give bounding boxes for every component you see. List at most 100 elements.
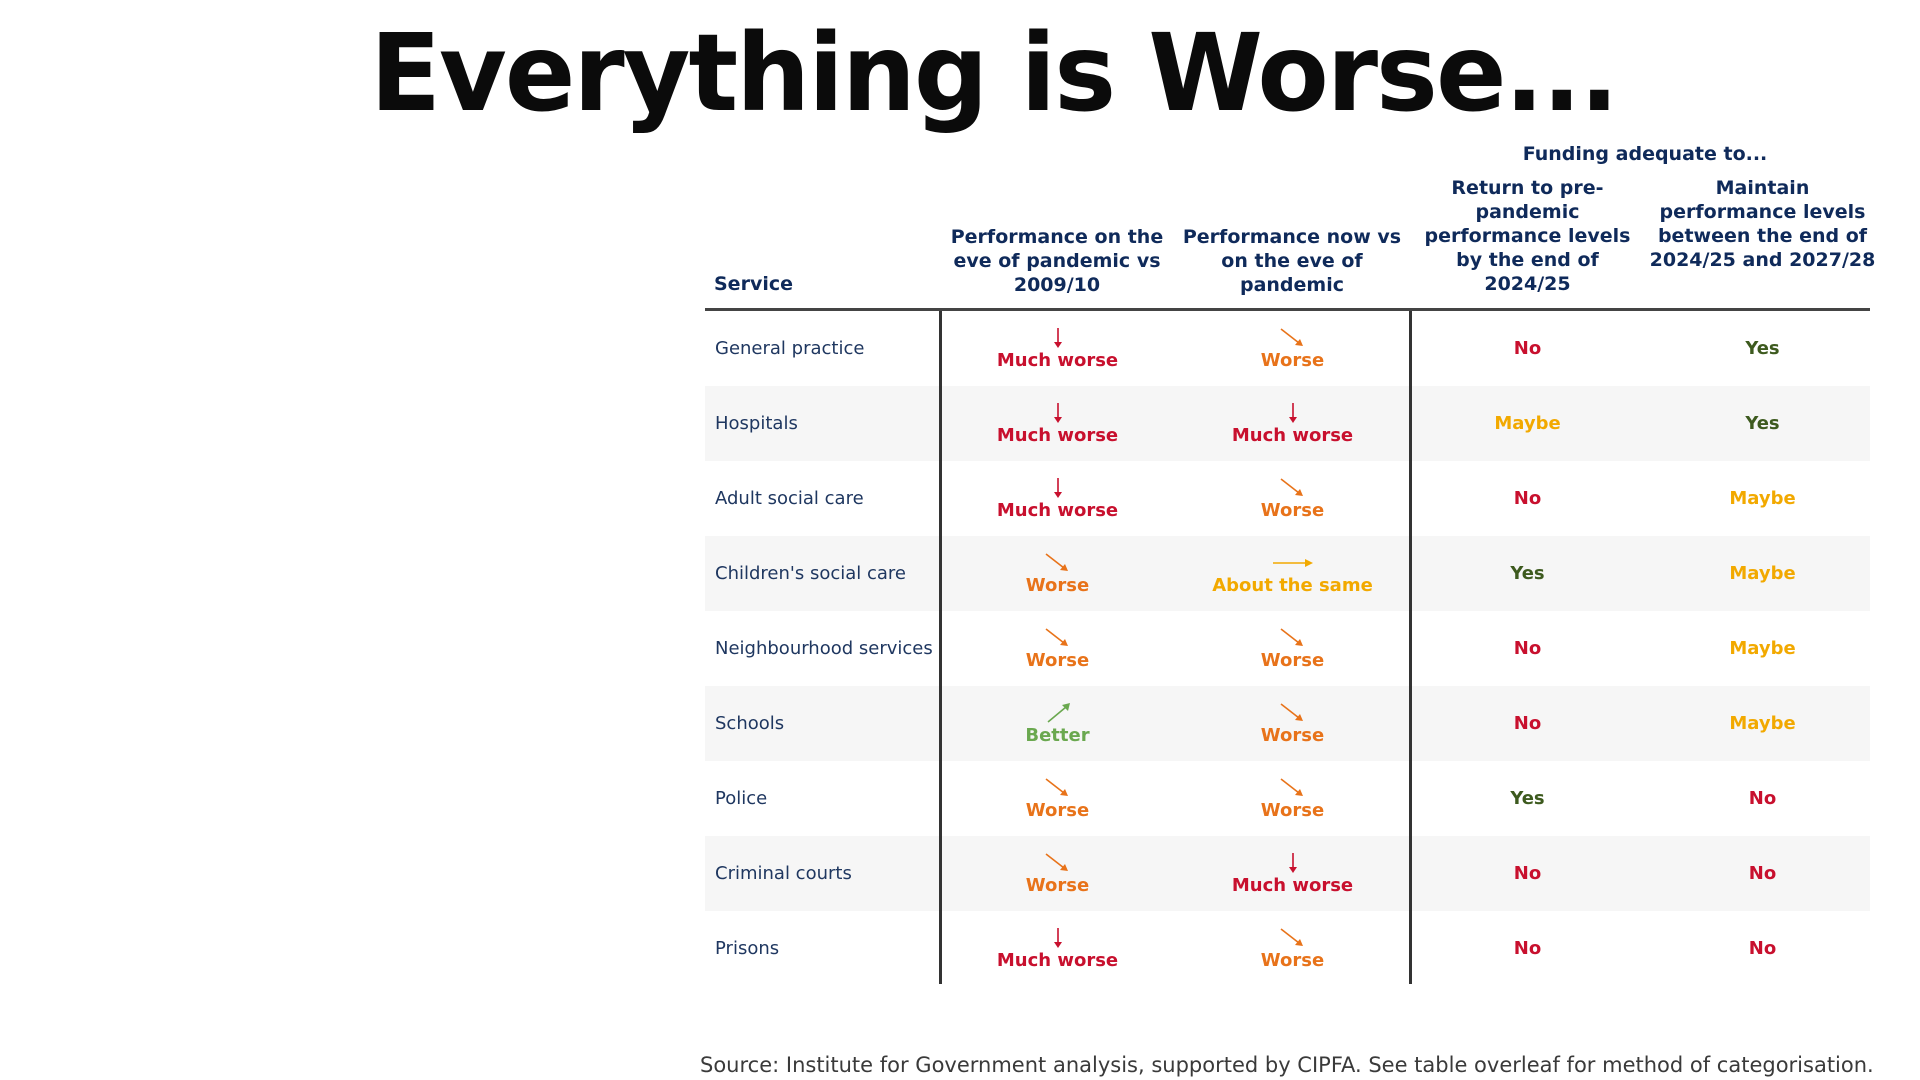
performance-label: Worse [1025, 574, 1090, 596]
performance-label: Worse [1260, 949, 1325, 971]
funding-verdict: Maybe [1729, 488, 1796, 509]
performance-now-cell: Worse [1175, 611, 1410, 686]
funding-verdict: No [1513, 488, 1542, 509]
arrow-down-right-icon [1273, 776, 1313, 800]
funding-verdict: No [1513, 863, 1542, 884]
performance-now-cell: Worse [1175, 311, 1410, 386]
arrow-up-right-icon [1038, 701, 1078, 725]
maintain-performance-cell: Yes [1645, 386, 1880, 461]
source-note: Source: Institute for Government analysi… [700, 1053, 1874, 1077]
arrow-down-right-icon [1038, 551, 1078, 575]
service-name: Police [715, 787, 768, 809]
performance-label: Better [1025, 724, 1090, 746]
performance-label: Much worse [1231, 874, 1354, 896]
performance-label: Much worse [996, 499, 1119, 521]
maintain-performance-cell: No [1645, 761, 1880, 836]
header-performance-pre-pandemic: Performance on the eve of pandemic vs 20… [950, 226, 1164, 296]
performance-label: Worse [1260, 349, 1325, 371]
performance-label: Much worse [1231, 424, 1354, 446]
performance-label: About the same [1212, 574, 1373, 596]
arrow-down-icon [1273, 401, 1313, 425]
arrow-down-icon [1038, 926, 1078, 950]
return-pre-pandemic-cell: No [1410, 911, 1645, 986]
funding-verdict: No [1513, 713, 1542, 734]
return-pre-pandemic-cell: No [1410, 311, 1645, 386]
header-service: Service [714, 273, 793, 295]
performance-label: Much worse [996, 349, 1119, 371]
funding-header: Funding adequate to... [1522, 143, 1768, 165]
maintain-performance-cell: Maybe [1645, 686, 1880, 761]
arrow-down-icon [1038, 401, 1078, 425]
performance-now-cell: Worse [1175, 461, 1410, 536]
funding-verdict: No [1513, 338, 1542, 359]
return-pre-pandemic-cell: Yes [1410, 536, 1645, 611]
arrow-down-right-icon [1038, 851, 1078, 875]
performance-now-cell: About the same [1175, 536, 1410, 611]
column-divider-right [1409, 311, 1412, 984]
maintain-performance-cell: No [1645, 836, 1880, 911]
column-divider-left [939, 311, 942, 984]
service-name: Criminal courts [715, 862, 852, 884]
performance-pre-pandemic-cell: Much worse [940, 386, 1175, 461]
performance-pre-pandemic-cell: Much worse [940, 311, 1175, 386]
arrow-down-right-icon [1273, 476, 1313, 500]
slide-title: Everything is Worse... [370, 10, 1619, 136]
performance-label: Much worse [996, 949, 1119, 971]
service-name: General practice [715, 337, 865, 359]
service-name: Neighbourhood services [715, 637, 933, 659]
funding-verdict: Maybe [1729, 713, 1796, 734]
table-row: Prisons Much worse Worse No No [705, 911, 1870, 986]
service-name: Schools [715, 712, 785, 734]
arrow-down-icon [1038, 476, 1078, 500]
return-pre-pandemic-cell: Maybe [1410, 386, 1645, 461]
table-row: General practice Much worse Worse No Yes [705, 311, 1870, 386]
table-row: Adult social care Much worse Worse No Maybe [705, 461, 1870, 536]
funding-verdict: No [1748, 863, 1777, 884]
funding-verdict: No [1748, 788, 1777, 809]
maintain-performance-cell: No [1645, 911, 1880, 986]
performance-pre-pandemic-cell: Worse [940, 611, 1175, 686]
service-name: Adult social care [715, 487, 864, 509]
performance-label: Worse [1025, 649, 1090, 671]
funding-verdict: No [1513, 638, 1542, 659]
arrow-down-right-icon [1273, 926, 1313, 950]
table-row: Children's social care Worse About the sam… [705, 536, 1870, 611]
service-name: Children's social care [715, 562, 906, 584]
funding-verdict: Yes [1745, 413, 1780, 434]
table-row: Schools Better Worse No Maybe [705, 686, 1870, 761]
header-return-pre-pandemic: Return to pre-pandemic performance level… [1424, 177, 1631, 295]
arrow-down-right-icon [1273, 626, 1313, 650]
return-pre-pandemic-cell: No [1410, 686, 1645, 761]
table-row: Criminal courts Worse Much worse No No [705, 836, 1870, 911]
arrow-down-right-icon [1038, 626, 1078, 650]
performance-now-cell: Much worse [1175, 386, 1410, 461]
funding-verdict: Yes [1745, 338, 1780, 359]
arrow-down-icon [1038, 326, 1078, 350]
maintain-performance-cell: Maybe [1645, 536, 1880, 611]
header-rule [705, 308, 1870, 311]
performance-label: Worse [1260, 649, 1325, 671]
performance-label: Much worse [996, 424, 1119, 446]
table-row: Hospitals Much worse Much worse Maybe Yes [705, 386, 1870, 461]
header-maintain-performance: Maintain performance levels between the … [1649, 177, 1876, 271]
performance-pre-pandemic-cell: Better [940, 686, 1175, 761]
table-row: Neighbourhood services Worse Worse No Maybe [705, 611, 1870, 686]
return-pre-pandemic-cell: No [1410, 461, 1645, 536]
funding-verdict: No [1513, 938, 1542, 959]
performance-pre-pandemic-cell: Much worse [940, 461, 1175, 536]
return-pre-pandemic-cell: No [1410, 836, 1645, 911]
performance-pre-pandemic-cell: Worse [940, 836, 1175, 911]
performance-now-cell: Much worse [1175, 836, 1410, 911]
maintain-performance-cell: Maybe [1645, 611, 1880, 686]
funding-verdict: Maybe [1729, 638, 1796, 659]
return-pre-pandemic-cell: Yes [1410, 761, 1645, 836]
maintain-performance-cell: Yes [1645, 311, 1880, 386]
service-name: Hospitals [715, 412, 798, 434]
performance-now-cell: Worse [1175, 686, 1410, 761]
performance-label: Worse [1260, 724, 1325, 746]
performance-label: Worse [1025, 799, 1090, 821]
performance-label: Worse [1025, 874, 1090, 896]
arrow-down-icon [1273, 851, 1313, 875]
header-performance-now: Performance now vs on the eve of pandemi… [1182, 226, 1402, 296]
arrow-down-right-icon [1038, 776, 1078, 800]
